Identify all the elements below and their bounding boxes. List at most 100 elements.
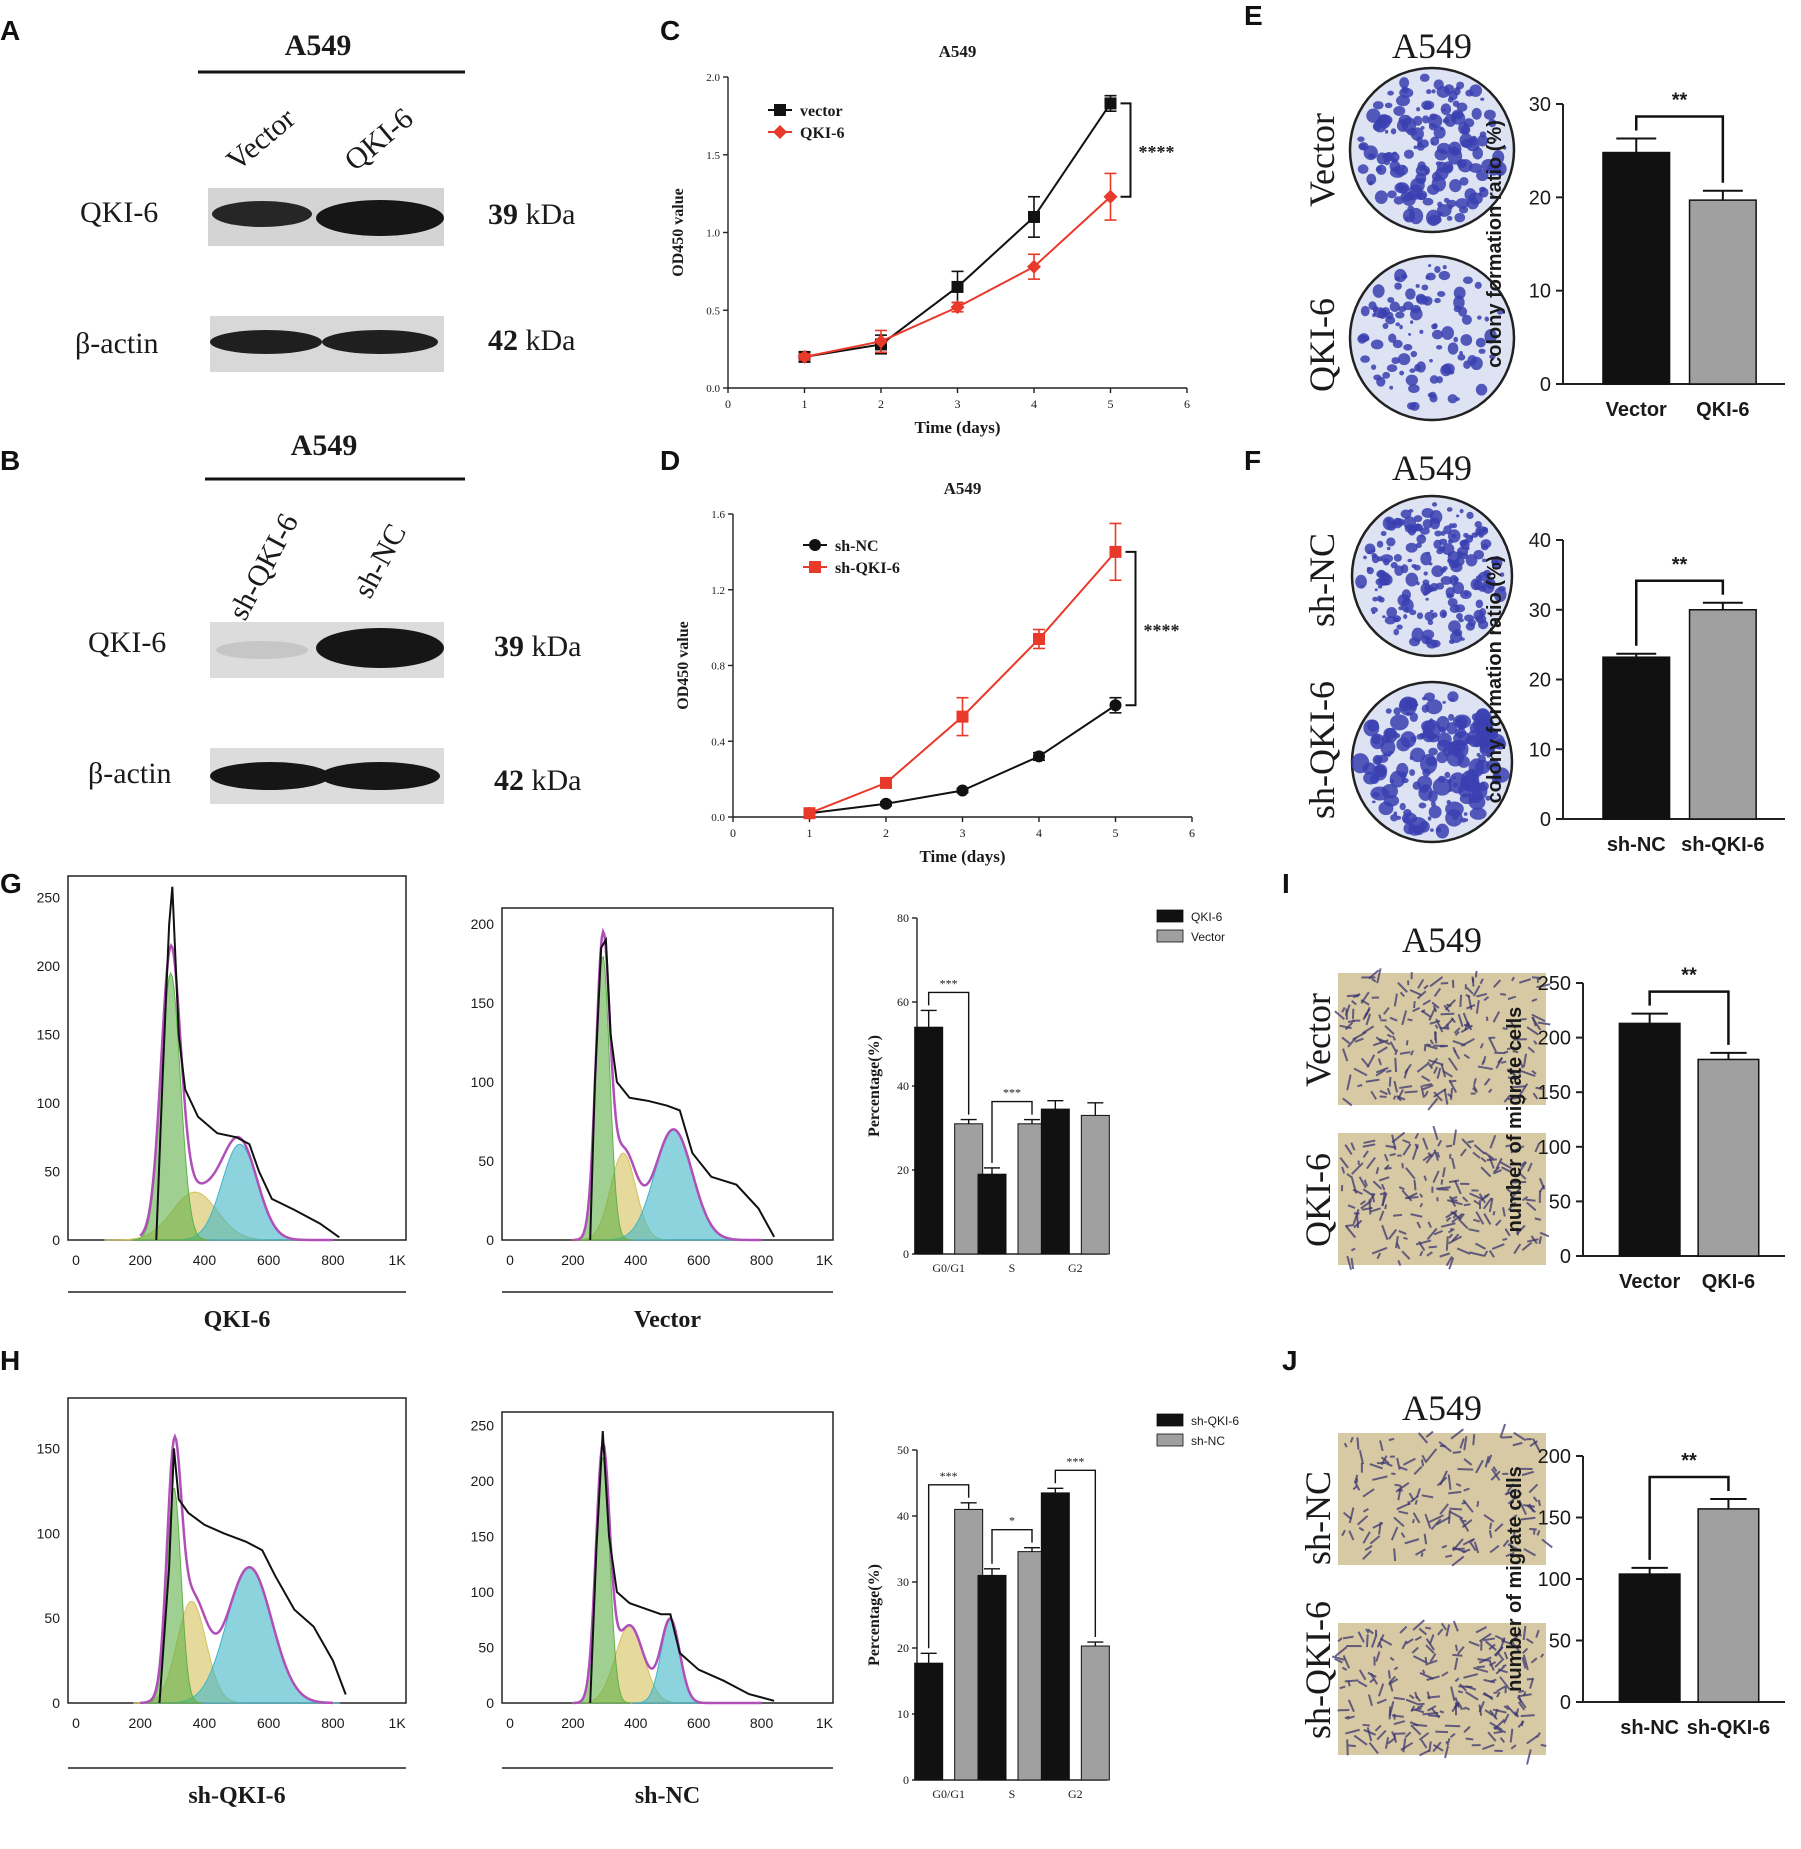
migrated-cell <box>1423 1175 1428 1181</box>
migrated-cell <box>1429 1652 1437 1663</box>
migrated-cell <box>1339 1024 1352 1030</box>
x-tick-label: 0 <box>72 1715 80 1731</box>
migrated-cell <box>1398 1510 1409 1515</box>
x-tick-label: 5 <box>1113 826 1119 840</box>
migrated-cell <box>1410 1213 1423 1218</box>
colony-spot <box>1407 205 1415 212</box>
migrated-cell <box>1501 1166 1512 1173</box>
data-point <box>1104 97 1117 110</box>
colony-spot <box>1492 150 1505 165</box>
colony-spot <box>1452 776 1457 780</box>
series-line <box>809 551 1117 815</box>
chart-e-colony-bars: 0 10 20 30 colony formation ratio (%) Vector Q… <box>1484 90 1785 421</box>
y-tick-label: 150 <box>1538 1082 1571 1104</box>
chart-g-histogram-qki6: 0 50 100 150 200 250 0 200 400 600 800 1K QKI-6 <box>37 875 407 1333</box>
colony-spot <box>1416 612 1424 620</box>
colony-spot <box>1395 311 1405 319</box>
y-tick-label: 150 <box>37 1027 61 1043</box>
migrated-cell <box>1439 1026 1450 1030</box>
panel-letter-b: B <box>0 445 20 476</box>
y-tick-label: 150 <box>37 1440 61 1456</box>
migrated-cell <box>1383 1006 1390 1015</box>
colony-spot <box>1407 526 1416 536</box>
colony-spot <box>1450 146 1458 155</box>
colony-spot <box>1444 113 1457 127</box>
migrated-cell <box>1505 1144 1512 1148</box>
blot-band <box>316 628 444 668</box>
migrated-cell <box>1377 1683 1385 1697</box>
colony-spot <box>1382 322 1389 330</box>
migrated-cell <box>1369 1463 1383 1470</box>
migrated-cell <box>1484 1709 1494 1717</box>
migrated-cell <box>1358 1526 1365 1532</box>
migrated-cell <box>1522 1053 1528 1068</box>
colony-spot <box>1386 606 1398 619</box>
migrated-cell <box>1452 1214 1457 1219</box>
x-tick-label: 200 <box>129 1252 153 1268</box>
chart-i-migration-bars: 0 50 100 150 200 250 number of migrate cells Ve… <box>1504 965 1785 1293</box>
migrated-cell <box>1523 1548 1536 1557</box>
colony-spot <box>1370 364 1377 371</box>
migrated-cell <box>1462 1012 1470 1027</box>
migrated-cell <box>1473 1078 1477 1086</box>
colony-spot <box>1480 97 1485 101</box>
colony-spot <box>1455 716 1468 729</box>
lane-label: sh-QKI-6 <box>222 508 305 625</box>
chart-h-cell-cycle-bars: 0 10 20 30 40 50 Percentage(%) G0/G1 *** S * G2 *** s… <box>866 1413 1239 1801</box>
migrated-cell <box>1537 1021 1551 1026</box>
migrated-cell <box>1397 982 1408 993</box>
blot-kda: 39 kDa <box>494 630 581 663</box>
colony-spot <box>1422 629 1435 640</box>
migrated-cell <box>1495 1665 1505 1675</box>
migrated-cell <box>1417 1704 1424 1709</box>
migrated-cell <box>1366 1157 1376 1170</box>
migrated-cell <box>1418 1241 1426 1252</box>
colony-spot <box>1416 192 1427 201</box>
y-tick-label: 50 <box>478 1153 494 1169</box>
migrated-cell <box>1375 1069 1386 1077</box>
colony-spot <box>1434 530 1442 537</box>
y-tick-label: 150 <box>471 1529 495 1545</box>
migrated-cell <box>1414 1132 1420 1140</box>
migrated-cell <box>1431 1001 1440 1009</box>
migrated-cell <box>1356 1515 1369 1526</box>
colony-spot <box>1428 123 1437 131</box>
migrated-cell <box>1536 983 1551 989</box>
colony-spot <box>1405 572 1419 587</box>
colony-spot <box>1385 708 1392 714</box>
migrated-cell <box>1414 1635 1422 1642</box>
migrated-cell <box>1495 1157 1503 1170</box>
significance-bracket <box>1635 579 1725 646</box>
migrated-cell <box>1389 1041 1397 1052</box>
migrated-cell <box>1458 1703 1463 1709</box>
migrated-cell <box>1484 1456 1490 1468</box>
colony-spot <box>1387 297 1395 304</box>
y-axis-label: colony formation ratio (%) <box>1484 556 1506 804</box>
colony-spot <box>1373 119 1387 133</box>
bar <box>1602 151 1671 385</box>
y-tick-label: 0 <box>1560 1246 1571 1268</box>
colony-spot <box>1408 207 1424 225</box>
x-tick-label: 3 <box>955 397 961 411</box>
migrated-cell <box>1399 991 1405 998</box>
colony-spot <box>1442 265 1447 270</box>
migrated-cell <box>1539 1231 1550 1238</box>
migrated-cell <box>1457 1218 1469 1230</box>
migrated-cell <box>1472 1151 1481 1159</box>
y-tick-label: 1.0 <box>706 228 720 240</box>
x-tick-label: 800 <box>321 1252 345 1268</box>
colony-spot <box>1371 611 1376 615</box>
migrated-cell <box>1429 1039 1434 1045</box>
migrated-cell <box>1525 1198 1536 1202</box>
migrated-cell <box>1529 1440 1538 1447</box>
colony-spot <box>1437 290 1446 297</box>
migrated-cell <box>1449 1507 1462 1511</box>
migrated-cell <box>1522 1625 1527 1641</box>
migrated-cell <box>1405 1638 1414 1645</box>
colony-spot <box>1485 795 1491 801</box>
colony-spot <box>1410 350 1418 358</box>
migrated-cell <box>1426 1043 1431 1047</box>
x-tick-label: 6 <box>1184 397 1190 411</box>
bar <box>1602 656 1671 820</box>
x-tick-label: 2 <box>883 826 889 840</box>
